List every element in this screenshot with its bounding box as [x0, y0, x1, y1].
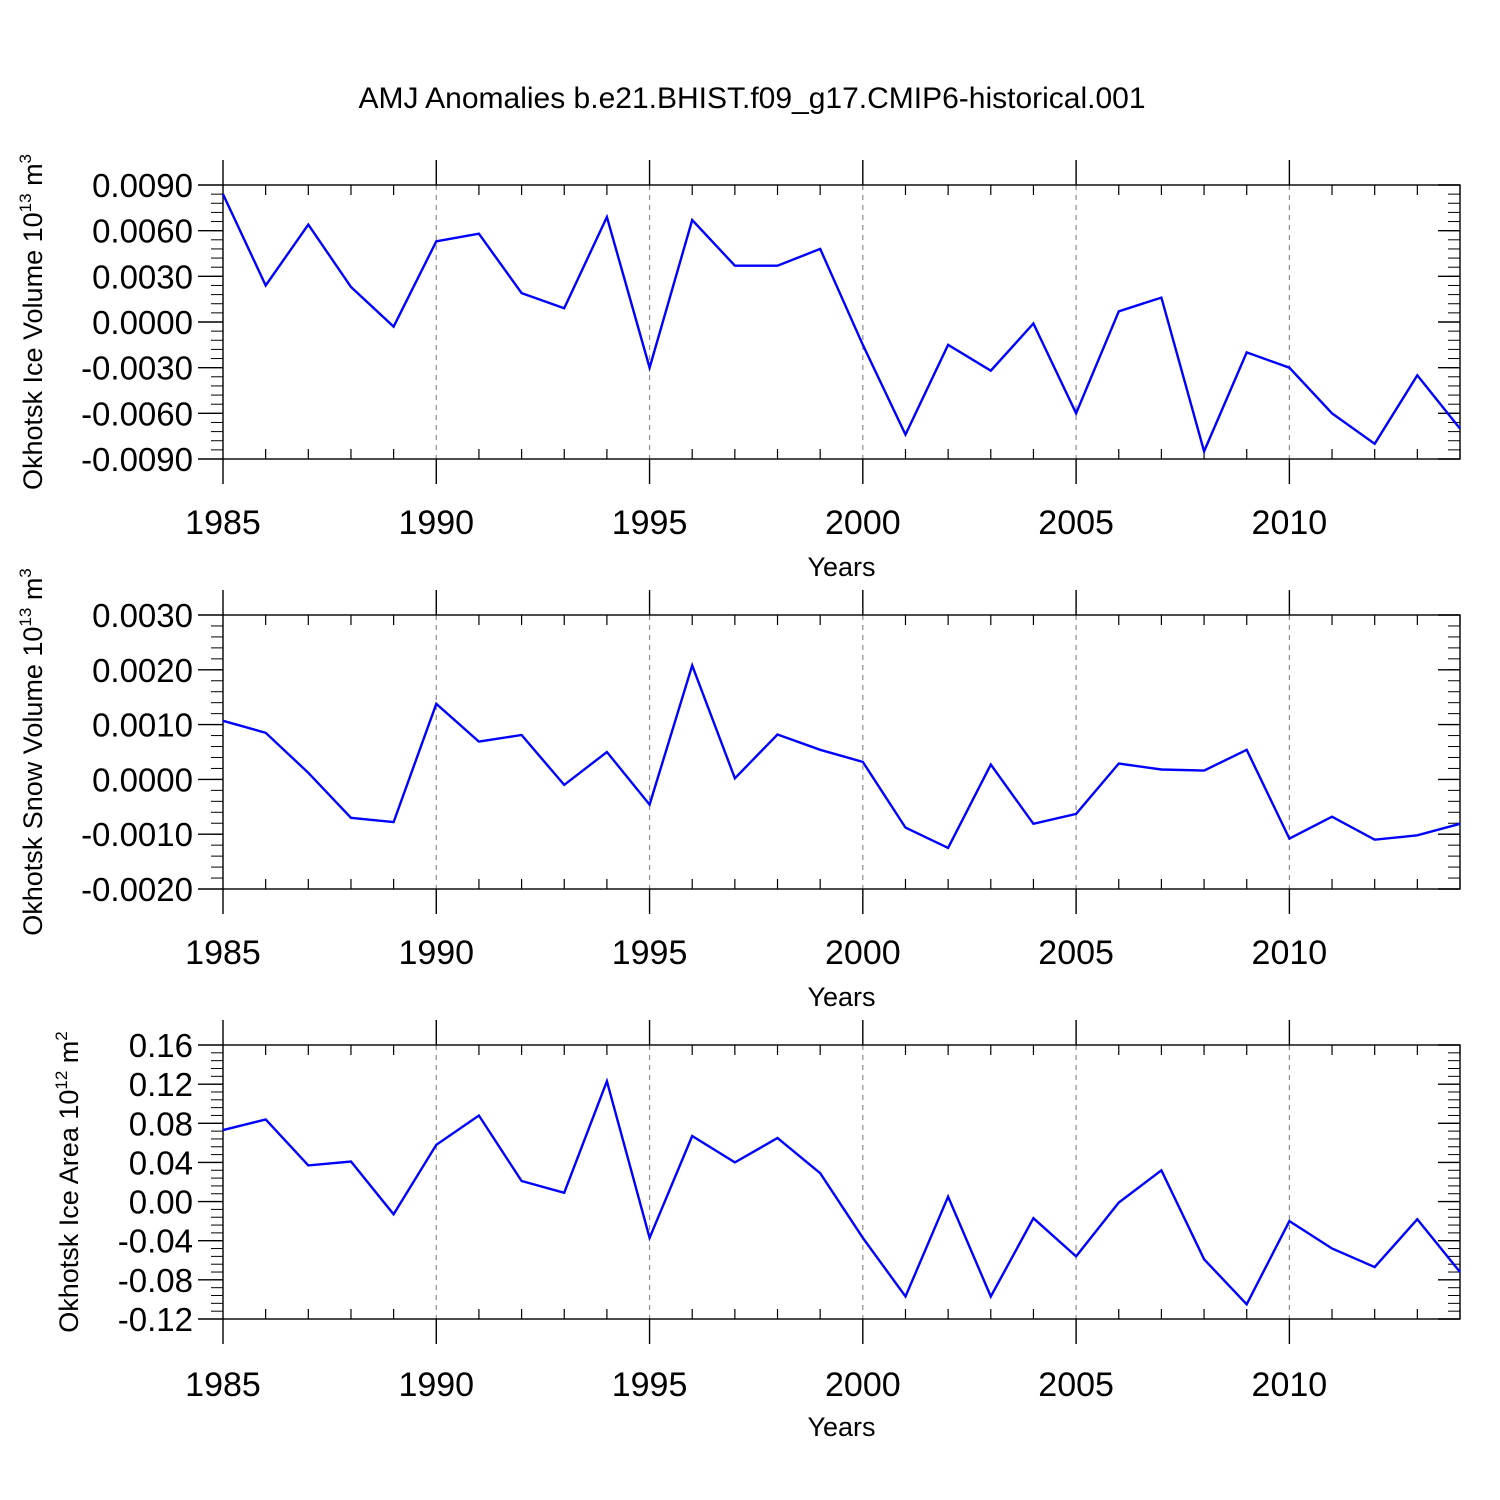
y-tick-label: 0.0000: [92, 761, 193, 798]
y-tick-label: 0.08: [129, 1105, 193, 1142]
x-tick-label: 2000: [825, 1366, 901, 1404]
y-axis-title-part: m: [18, 578, 48, 608]
y-axis-title-part: 10: [18, 212, 48, 242]
panel-2: 1985 1990 1995 2000 2005 2010 -0.0020 -0.0010 0.…: [16, 568, 1461, 1012]
y-axis-title-part: Okhotsk Ice Volume: [18, 242, 48, 490]
y-tick-label: -0.0090: [81, 441, 193, 478]
y-tick-label: 0.0010: [92, 707, 193, 744]
plot-frame: [222, 1044, 1461, 1320]
plot-frame: [222, 614, 1461, 890]
x-axis-title: Years: [807, 1412, 875, 1442]
y-tick-label: 0.0030: [92, 258, 193, 295]
series-line: [222, 1077, 1461, 1307]
y-axis-title: Okhotsk Ice Area 1012 m2: [52, 1031, 84, 1333]
x-tick-label: 1995: [612, 1366, 688, 1404]
y-axis-title-part: m: [54, 1041, 84, 1071]
x-tick-label: 2005: [1038, 504, 1114, 542]
y-axis-title-part: Okhotsk Ice Area: [54, 1120, 84, 1333]
y-tick-label: 0.12: [129, 1066, 193, 1103]
x-tick-label: 2010: [1252, 504, 1328, 542]
plot-frame: [222, 184, 1461, 460]
series-line: [222, 661, 1461, 850]
y-tick-label: 0.0090: [92, 167, 193, 204]
y-axis-title-part: 3: [16, 154, 35, 163]
x-axis-title: Years: [807, 982, 875, 1012]
x-tick-label: 1985: [185, 1366, 261, 1404]
y-axis-title-part: m: [18, 163, 48, 193]
y-tick-label: 0.0020: [92, 652, 193, 689]
series-line: [221, 193, 1461, 456]
y-tick-label: -0.0010: [81, 816, 193, 853]
x-tick-label: 2005: [1038, 934, 1114, 972]
x-tick-label: 2010: [1252, 934, 1328, 972]
panel-1: 1985 1990 1995 2000 2005 2010 -0.0090 -0.0060 -0…: [16, 154, 1461, 582]
y-axis-title: Okhotsk Snow Volume 1013 m3: [16, 568, 48, 936]
y-tick-label: 0.16: [129, 1027, 193, 1064]
y-tick-label: -0.04: [118, 1223, 193, 1260]
y-tick-label: 0.0060: [92, 213, 193, 250]
y-axis-title-part: 3: [16, 568, 35, 577]
x-axis-title: Years: [807, 552, 875, 582]
y-axis-title-part: 10: [54, 1090, 84, 1120]
x-tick-label: 1995: [612, 934, 688, 972]
y-tick-label: -0.0030: [81, 350, 193, 387]
y-axis-title-part: 13: [16, 608, 35, 627]
x-tick-label: 2005: [1038, 1366, 1114, 1404]
y-axis-title: Okhotsk Ice Volume 1013 m3: [16, 154, 48, 490]
x-tick-label: 1985: [185, 504, 261, 542]
x-tick-label: 2000: [825, 504, 901, 542]
y-tick-label: 0.0000: [92, 304, 193, 341]
x-tick-label: 1990: [398, 934, 474, 972]
y-tick-label: -0.0020: [81, 871, 193, 908]
y-axis-title-part: Okhotsk Snow Volume: [18, 657, 48, 936]
y-tick-label: -0.12: [118, 1301, 193, 1338]
y-tick-label: 0.04: [129, 1144, 193, 1181]
panel-3: 1985 1990 1995 2000 2005 2010-0.12-0.08-0.040…: [52, 1020, 1461, 1442]
x-tick-label: 2000: [825, 934, 901, 972]
x-tick-label: 1990: [398, 504, 474, 542]
x-tick-label: 2010: [1252, 1366, 1328, 1404]
y-tick-label: 0.00: [129, 1184, 193, 1221]
x-tick-label: 1990: [398, 1366, 474, 1404]
y-axis-title-part: 12: [52, 1071, 71, 1090]
x-tick-label: 1995: [612, 504, 688, 542]
y-axis-title-part: 2: [52, 1031, 71, 1040]
y-tick-label: 0.0030: [92, 597, 193, 634]
y-tick-label: -0.08: [118, 1262, 193, 1299]
y-axis-title-part: 10: [18, 627, 48, 657]
x-tick-label: 1985: [185, 934, 261, 972]
y-axis-title-part: 13: [16, 193, 35, 212]
figure-title: AMJ Anomalies b.e21.BHIST.f09_g17.CMIP6-…: [358, 82, 1145, 115]
y-tick-label: -0.0060: [81, 395, 193, 432]
